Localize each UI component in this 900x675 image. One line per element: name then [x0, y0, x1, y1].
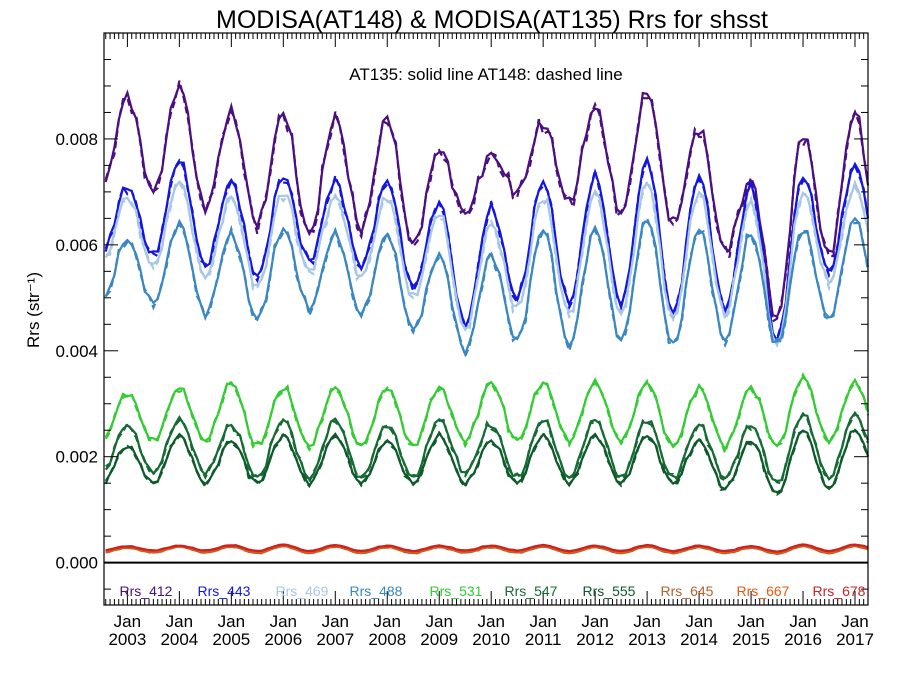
x-tick-month-label: Jan — [841, 612, 868, 631]
x-tick-month-label: Jan — [529, 612, 556, 631]
x-tick-year-label: 2014 — [680, 630, 718, 649]
series-line-solid-at135 — [104, 154, 870, 344]
series-rrs-531 — [104, 372, 870, 457]
x-tick-month-label: Jan — [633, 612, 660, 631]
x-tick-year-label: 2012 — [576, 630, 614, 649]
chart-title: MODISA(AT148) & MODISA(AT135) Rrs for sh… — [216, 6, 768, 34]
x-tick-year-label: 2008 — [368, 630, 406, 649]
series-rrs-469 — [104, 178, 870, 349]
x-tick-year-label: 2015 — [732, 630, 770, 649]
x-tick-month-label: Jan — [374, 612, 401, 631]
x-tick-month-label: Jan — [685, 612, 712, 631]
x-tick-month-label: Jan — [477, 612, 504, 631]
x-tick-year-label: 2005 — [212, 630, 250, 649]
x-tick-year-label: 2013 — [628, 630, 666, 649]
x-tick-year-label: 2003 — [108, 630, 146, 649]
x-tick-year-label: 2017 — [836, 630, 874, 649]
x-tick-month-label: Jan — [789, 612, 816, 631]
x-tick-month-label: Jan — [114, 612, 141, 631]
y-tick-label: 0.000 — [55, 554, 98, 573]
x-tick-year-label: 2004 — [160, 630, 198, 649]
series-layer — [104, 80, 870, 556]
series-line-solid-at135 — [104, 82, 870, 319]
x-tick-year-label: 2016 — [784, 630, 822, 649]
series-line-solid-at135 — [104, 179, 870, 349]
axes: 0.0000.0020.0040.0060.008Jan2003Jan2004J… — [55, 32, 874, 649]
series-line-solid-at135 — [105, 543, 869, 553]
x-tick-month-label: Jan — [737, 612, 764, 631]
plot-frame — [103, 32, 869, 606]
legend-entry-rrs-412: Rrs_412 — [120, 583, 173, 599]
legend-entry-rrs-667: Rrs_667 — [737, 583, 790, 599]
series-rrs-443 — [104, 154, 870, 344]
legend-entry-rrs-531: Rrs_531 — [430, 583, 483, 599]
x-tick-month-label: Jan — [581, 612, 608, 631]
x-tick-month-label: Jan — [166, 612, 193, 631]
legend-entry-rrs-443: Rrs_443 — [198, 583, 251, 599]
series-line-solid-at135 — [104, 374, 870, 452]
series-line-solid-at135 — [104, 429, 870, 494]
y-axis-label: Rrs (str⁻¹) — [24, 272, 43, 348]
legend-entry-rrs-555: Rrs_555 — [583, 583, 636, 599]
y-tick-label: 0.008 — [55, 130, 98, 149]
legend: Rrs_412 Rrs_443 Rrs_469 Rrs_488 Rrs_531 Rrs_5… — [120, 583, 866, 599]
y-tick-label: 0.002 — [55, 448, 98, 467]
series-line-dashed-at148 — [104, 80, 870, 324]
line-style-annotation: AT135: solid line AT148: dashed line — [349, 65, 622, 84]
series-rrs-547 — [104, 411, 870, 485]
x-tick-month-label: Jan — [218, 612, 245, 631]
y-tick-label: 0.004 — [55, 342, 98, 361]
x-tick-month-label: Jan — [426, 612, 453, 631]
x-tick-month-label: Jan — [322, 612, 349, 631]
series-rrs-488 — [104, 215, 870, 360]
series-line-solid-at135 — [105, 411, 869, 483]
legend-entry-rrs-488: Rrs_488 — [350, 583, 403, 599]
legend-entry-rrs-645: Rrs_645 — [661, 583, 714, 599]
x-tick-year-label: 2007 — [316, 630, 354, 649]
legend-entry-rrs-678: Rrs_678 — [813, 583, 866, 599]
y-tick-label: 0.006 — [55, 236, 98, 255]
series-rrs-555 — [104, 428, 870, 496]
series-rrs-412 — [104, 80, 870, 324]
x-tick-year-label: 2010 — [472, 630, 510, 649]
x-tick-year-label: 2009 — [420, 630, 458, 649]
legend-entry-rrs-469: Rrs_469 — [276, 583, 329, 599]
series-line-solid-at135 — [104, 216, 870, 358]
series-rrs-678 — [105, 543, 869, 553]
x-tick-month-label: Jan — [270, 612, 297, 631]
x-tick-year-label: 2006 — [264, 630, 302, 649]
x-tick-year-label: 2011 — [525, 630, 562, 649]
legend-entry-rrs-547: Rrs_547 — [505, 583, 558, 599]
